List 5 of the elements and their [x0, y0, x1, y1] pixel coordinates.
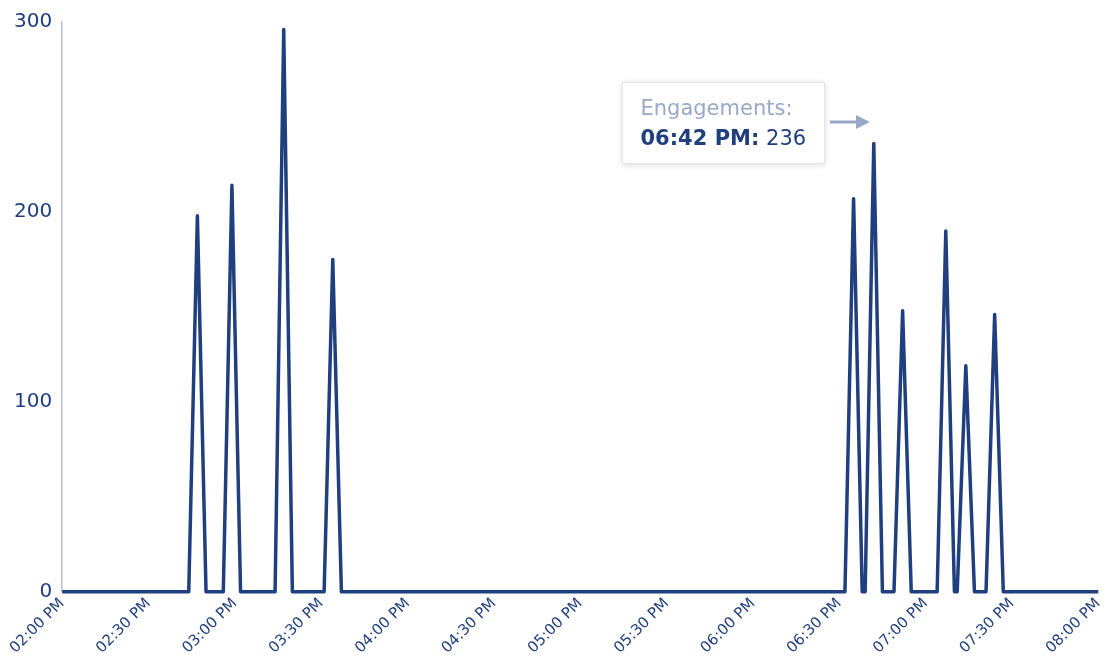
annotation: Engagements: 06:42 PM: 236 [640, 95, 807, 152]
y-tick-label: 200 [13, 198, 53, 223]
y-tick-label: 100 [13, 388, 53, 413]
y-tick-label: 0 [39, 577, 53, 602]
y-tick-label: 300 [13, 8, 53, 33]
